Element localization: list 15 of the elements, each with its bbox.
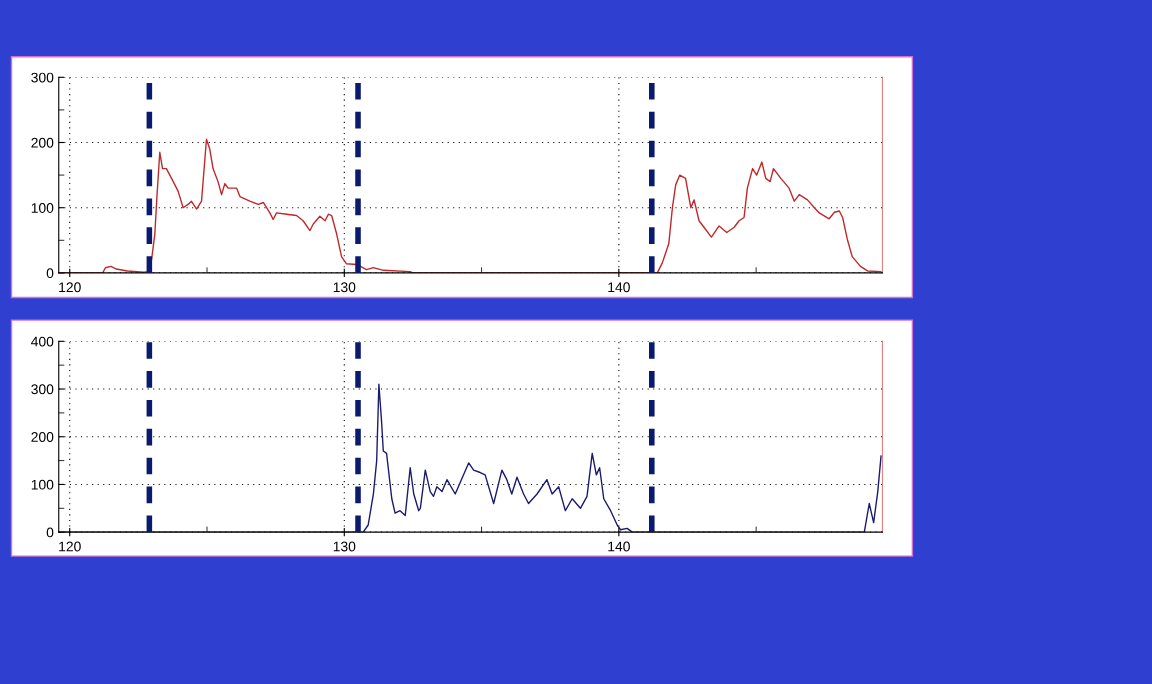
x-tick-label: 120 [59,541,81,552]
y-tick-label: 200 [31,432,54,442]
y-tick-label: 300 [31,384,54,395]
x-tick-label: 130 [333,541,356,552]
x-tick-label: 130 [333,282,356,293]
y-tick-label: 200 [31,137,54,148]
y-tick-label: 0 [46,268,54,279]
y-tick-label: 100 [31,479,54,490]
y-tick-label: 0 [46,527,54,538]
y-tick-label: 100 [31,203,54,213]
y-tick-label: 300 [31,72,54,83]
x-tick-label: 120 [59,282,81,293]
y-tick-label: 400 [31,336,54,347]
x-tick-label: 140 [608,282,630,293]
x-tick-label: 140 [608,541,630,552]
